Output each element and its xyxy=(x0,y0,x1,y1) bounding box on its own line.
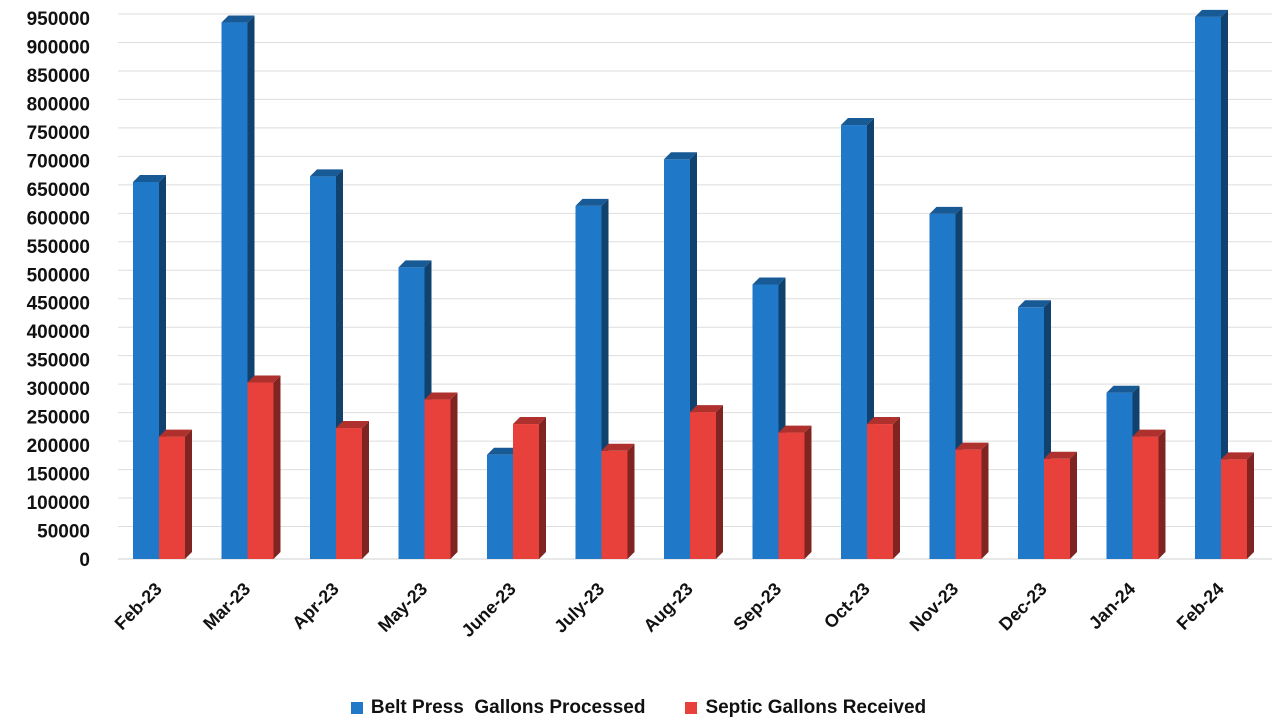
x-tick-label: Nov-23 xyxy=(906,579,963,636)
x-tick-label: Feb-23 xyxy=(111,579,166,634)
y-tick-label: 800000 xyxy=(27,94,90,115)
bar-septic xyxy=(159,429,192,559)
bar-septic xyxy=(601,443,635,559)
bar-belt-press xyxy=(310,169,343,559)
y-tick-label: 550000 xyxy=(27,237,90,258)
y-tick-label: 950000 xyxy=(27,9,90,30)
legend-swatch-belt-press xyxy=(350,702,363,714)
y-tick-label: 0 xyxy=(79,550,90,571)
legend-label-belt-press: Belt Press Gallons Processed xyxy=(370,697,646,718)
x-tick-label: July-23 xyxy=(550,579,608,637)
y-tick-label: 650000 xyxy=(27,180,90,201)
x-tick-label: Sep-23 xyxy=(729,579,785,635)
bar-septic xyxy=(778,425,812,559)
y-tick-label: 750000 xyxy=(27,123,90,144)
legend: Belt Press Gallons Processed Septic Gall… xyxy=(0,697,1277,719)
x-tick-label: Aug-23 xyxy=(640,579,697,636)
y-tick-label: 500000 xyxy=(27,265,90,286)
y-tick-label: 250000 xyxy=(27,408,90,429)
x-axis: Feb-23 Mar-23 Apr-23 May-23 June-23 July-23 Au… xyxy=(111,579,1228,641)
bar-septic xyxy=(424,392,458,559)
y-tick-label: 400000 xyxy=(27,322,90,343)
bars xyxy=(133,9,1254,560)
y-tick-label: 450000 xyxy=(27,294,90,315)
x-tick-label: Feb-24 xyxy=(1173,579,1228,634)
y-axis: 950000 900000 850000 800000 750000 700000 6500… xyxy=(27,9,90,571)
legend-label-septic: Septic Gallons Received xyxy=(705,697,927,718)
y-tick-label: 600000 xyxy=(27,208,90,229)
bar-septic xyxy=(690,405,723,559)
y-tick-label: 50000 xyxy=(37,522,90,543)
x-tick-label: Apr-23 xyxy=(288,579,342,633)
legend-swatch-septic xyxy=(685,702,698,714)
y-tick-label: 300000 xyxy=(27,379,90,400)
y-tick-label: 700000 xyxy=(27,151,90,172)
bar-belt-press xyxy=(752,277,786,559)
bar-belt-press xyxy=(398,260,432,559)
y-tick-label: 200000 xyxy=(27,436,90,457)
legend-item-septic: Septic Gallons Received xyxy=(685,697,926,719)
bar-septic xyxy=(867,417,900,559)
x-tick-label: June-23 xyxy=(458,579,520,641)
bar-belt-press xyxy=(1195,9,1228,560)
y-tick-label: 150000 xyxy=(27,465,90,486)
bar-septic xyxy=(336,421,369,559)
bar-septic xyxy=(1044,451,1077,559)
bar-septic xyxy=(1221,452,1254,559)
bar-septic xyxy=(513,417,546,559)
bar-septic xyxy=(1132,429,1166,559)
x-tick-label: Oct-23 xyxy=(820,579,874,633)
y-tick-label: 350000 xyxy=(27,351,90,372)
x-tick-label: Dec-23 xyxy=(995,579,1051,635)
y-tick-label: 100000 xyxy=(27,493,90,514)
x-tick-label: Jan-24 xyxy=(1085,579,1139,633)
y-tick-label: 900000 xyxy=(27,37,90,58)
y-tick-label: 850000 xyxy=(27,66,90,87)
x-tick-label: May-23 xyxy=(374,579,431,636)
legend-item-belt-press: Belt Press Gallons Processed xyxy=(350,697,646,719)
x-tick-label: Mar-23 xyxy=(199,579,254,634)
bar-septic xyxy=(955,442,989,559)
bar-septic xyxy=(247,375,281,559)
